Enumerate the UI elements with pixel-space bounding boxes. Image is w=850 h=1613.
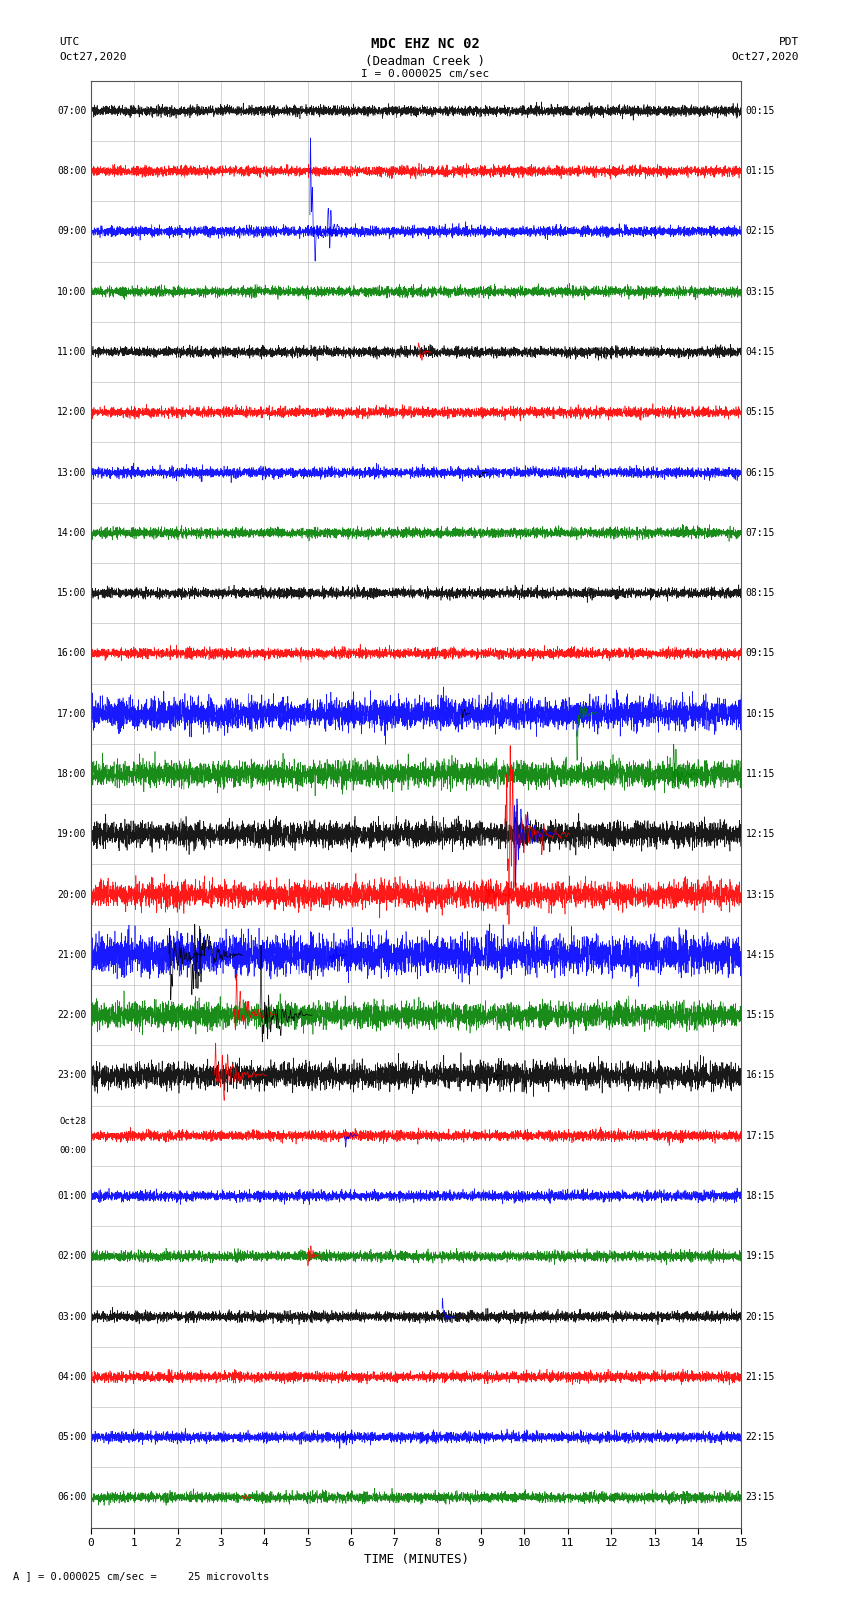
Text: 21:00: 21:00 xyxy=(57,950,87,960)
Text: 15:15: 15:15 xyxy=(745,1010,775,1019)
Text: Oct27,2020: Oct27,2020 xyxy=(60,52,127,61)
Text: 07:00: 07:00 xyxy=(57,106,87,116)
Text: 12:15: 12:15 xyxy=(745,829,775,839)
Text: UTC: UTC xyxy=(60,37,80,47)
Text: 03:00: 03:00 xyxy=(57,1311,87,1321)
Text: 01:00: 01:00 xyxy=(57,1190,87,1202)
Text: 08:15: 08:15 xyxy=(745,589,775,598)
Text: 13:15: 13:15 xyxy=(745,889,775,900)
Text: Oct27,2020: Oct27,2020 xyxy=(732,52,799,61)
Text: 02:00: 02:00 xyxy=(57,1252,87,1261)
Text: 04:00: 04:00 xyxy=(57,1371,87,1382)
Text: Oct28: Oct28 xyxy=(60,1116,87,1126)
Text: 11:00: 11:00 xyxy=(57,347,87,356)
Text: 06:15: 06:15 xyxy=(745,468,775,477)
Text: 20:00: 20:00 xyxy=(57,889,87,900)
Text: 14:15: 14:15 xyxy=(745,950,775,960)
Text: 23:00: 23:00 xyxy=(57,1071,87,1081)
Text: 00:00: 00:00 xyxy=(60,1145,87,1155)
Text: 14:00: 14:00 xyxy=(57,527,87,537)
Text: 22:15: 22:15 xyxy=(745,1432,775,1442)
Text: 10:00: 10:00 xyxy=(57,287,87,297)
Text: 13:00: 13:00 xyxy=(57,468,87,477)
Text: PDT: PDT xyxy=(779,37,799,47)
Text: 02:15: 02:15 xyxy=(745,226,775,237)
Text: 17:15: 17:15 xyxy=(745,1131,775,1140)
Text: 03:15: 03:15 xyxy=(745,287,775,297)
Text: 05:15: 05:15 xyxy=(745,406,775,418)
Text: 07:15: 07:15 xyxy=(745,527,775,537)
Text: I = 0.000025 cm/sec: I = 0.000025 cm/sec xyxy=(361,69,489,79)
Text: 16:00: 16:00 xyxy=(57,648,87,658)
Text: 18:00: 18:00 xyxy=(57,769,87,779)
Text: 19:00: 19:00 xyxy=(57,829,87,839)
Text: 11:15: 11:15 xyxy=(745,769,775,779)
Text: (Deadman Creek ): (Deadman Creek ) xyxy=(365,55,485,68)
Text: 00:15: 00:15 xyxy=(745,106,775,116)
Text: 12:00: 12:00 xyxy=(57,406,87,418)
Text: 04:15: 04:15 xyxy=(745,347,775,356)
Text: 01:15: 01:15 xyxy=(745,166,775,176)
Text: 10:15: 10:15 xyxy=(745,708,775,719)
Text: 15:00: 15:00 xyxy=(57,589,87,598)
Text: MDC EHZ NC 02: MDC EHZ NC 02 xyxy=(371,37,479,52)
Text: 23:15: 23:15 xyxy=(745,1492,775,1502)
Text: 19:15: 19:15 xyxy=(745,1252,775,1261)
Text: 16:15: 16:15 xyxy=(745,1071,775,1081)
Text: 05:00: 05:00 xyxy=(57,1432,87,1442)
Text: 06:00: 06:00 xyxy=(57,1492,87,1502)
Text: 18:15: 18:15 xyxy=(745,1190,775,1202)
Text: 09:00: 09:00 xyxy=(57,226,87,237)
Text: A ] = 0.000025 cm/sec =     25 microvolts: A ] = 0.000025 cm/sec = 25 microvolts xyxy=(13,1571,269,1581)
Text: 09:15: 09:15 xyxy=(745,648,775,658)
Text: 17:00: 17:00 xyxy=(57,708,87,719)
Text: 08:00: 08:00 xyxy=(57,166,87,176)
Text: 20:15: 20:15 xyxy=(745,1311,775,1321)
Text: 21:15: 21:15 xyxy=(745,1371,775,1382)
Text: 22:00: 22:00 xyxy=(57,1010,87,1019)
X-axis label: TIME (MINUTES): TIME (MINUTES) xyxy=(364,1553,468,1566)
